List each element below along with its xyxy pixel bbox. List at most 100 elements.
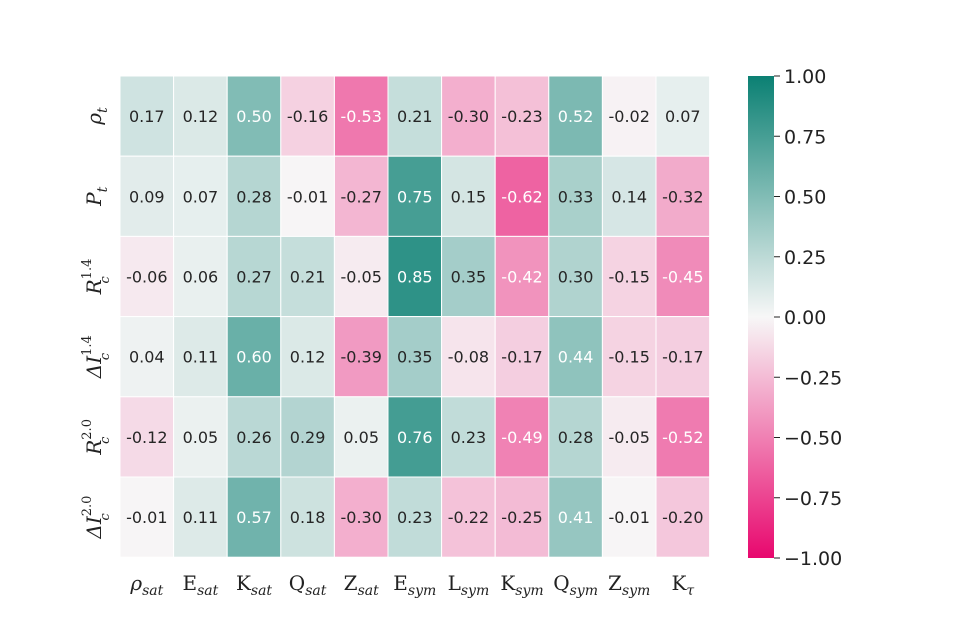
cell-value-label: -0.15 xyxy=(608,348,649,367)
heatmap-cell xyxy=(441,476,496,558)
cell-value-label: 0.14 xyxy=(611,187,647,206)
cell-value-label: 0.11 xyxy=(183,348,219,367)
cell-value-label: -0.25 xyxy=(501,508,542,527)
heatmap-cell xyxy=(173,396,228,478)
cell-value-label: 0.44 xyxy=(558,348,594,367)
row-label: ΔI2.0c xyxy=(80,496,113,540)
heatmap-cell xyxy=(548,316,603,398)
column-label: ρsat xyxy=(129,571,163,599)
heatmap-cell xyxy=(655,316,711,398)
cell-value-label: -0.30 xyxy=(340,508,381,527)
heatmap-cell xyxy=(280,476,335,558)
heatmap-cell xyxy=(387,155,443,237)
heatmap-cell xyxy=(548,235,603,318)
column-labels: ρsat Esat Ksat Qsat Zsat Esym Lsym Ksym Qsym Zsym… xyxy=(129,571,694,599)
heatmap-cell xyxy=(655,396,711,478)
colorbar-tick-label: −0.25 xyxy=(784,367,842,389)
cell-value-label: -0.01 xyxy=(287,187,328,206)
cell-value-label: -0.17 xyxy=(662,348,703,367)
row-labels: ρt Pt R1.4c ΔI1.4c R2.0c ΔI2.0c xyxy=(80,107,113,540)
heatmap-cell xyxy=(494,155,550,237)
colorbar-tick-label: 0.75 xyxy=(784,126,826,148)
heatmap-cell xyxy=(387,75,443,157)
cell-value-label: 0.07 xyxy=(183,187,219,206)
heatmap-cell xyxy=(494,75,550,157)
heatmap-cell xyxy=(441,155,496,237)
svg-text:ΔI2.0c: ΔI2.0c xyxy=(80,496,113,540)
column-label: Zsat xyxy=(344,571,379,599)
column-label: Qsat xyxy=(289,571,327,599)
svg-text:Pt: Pt xyxy=(82,186,111,206)
cell-value-label: -0.30 xyxy=(448,107,489,126)
row-label: ρt xyxy=(82,107,111,126)
cell-value-label: -0.06 xyxy=(126,268,167,287)
heatmap-cell xyxy=(601,155,657,237)
row-label: R2.0c xyxy=(80,419,113,456)
heatmap-cell xyxy=(601,316,657,398)
cell-value-label: 0.06 xyxy=(183,268,219,287)
cell-value-label: -0.62 xyxy=(501,187,542,206)
column-label: Esat xyxy=(183,571,219,599)
column-label: Zsym xyxy=(608,571,650,599)
colorbar-tick-label: 0.50 xyxy=(784,187,826,209)
cell-value-label: 0.41 xyxy=(558,508,594,527)
cell-value-label: -0.05 xyxy=(340,268,381,287)
heatmap-cell xyxy=(387,396,443,478)
heatmap-cell xyxy=(333,235,389,318)
cell-value-label: 0.12 xyxy=(290,348,326,367)
cell-value-label: 0.05 xyxy=(343,428,379,447)
heatmap-cells: 0.17 0.12 0.50 -0.16 -0.53 0.21 -0.30 -0.23 0.52… xyxy=(119,75,711,558)
colorbar-tick-label: −0.75 xyxy=(784,488,842,510)
cell-value-label: 0.11 xyxy=(183,508,219,527)
heatmap-cell xyxy=(119,396,175,478)
cell-value-label: 0.60 xyxy=(236,348,272,367)
heatmap-cell xyxy=(601,396,657,478)
cell-value-label: 0.76 xyxy=(397,428,433,447)
cell-value-label: -0.12 xyxy=(126,428,167,447)
column-label: Kτ xyxy=(671,571,694,599)
heatmap-cell xyxy=(333,155,389,237)
heatmap-cell xyxy=(548,155,603,237)
cell-value-label: -0.01 xyxy=(126,508,167,527)
cell-value-label: -0.16 xyxy=(287,107,328,126)
cell-value-label: 0.15 xyxy=(451,187,487,206)
heatmap-cell xyxy=(655,476,711,558)
cell-value-label: 0.75 xyxy=(397,187,433,206)
cell-value-label: -0.15 xyxy=(608,268,649,287)
heatmap-cell xyxy=(226,235,282,318)
cell-value-label: 0.12 xyxy=(183,107,219,126)
cell-value-label: 0.35 xyxy=(397,348,433,367)
heatmap-cell xyxy=(441,316,496,398)
cell-value-label: 0.04 xyxy=(129,348,165,367)
colorbar-tick-label: 1.00 xyxy=(784,66,826,88)
row-label: Pt xyxy=(82,186,111,206)
cell-value-label: 0.21 xyxy=(290,268,326,287)
cell-value-label: 0.57 xyxy=(236,508,272,527)
heatmap-cell xyxy=(655,155,711,237)
heatmap-cell xyxy=(280,396,335,478)
heatmap-cell xyxy=(226,476,282,558)
cell-value-label: -0.49 xyxy=(501,428,542,447)
heatmap-cell xyxy=(387,235,443,318)
heatmap-cell xyxy=(655,75,711,157)
heatmap-cell xyxy=(119,476,175,558)
cell-value-label: 0.05 xyxy=(183,428,219,447)
heatmap-cell xyxy=(548,396,603,478)
colorbar: 1.00 0.75 0.50 0.25 0.00 −0.25 −0.50 −0.75 −1.00 xyxy=(748,66,842,570)
cell-value-label: 0.26 xyxy=(236,428,272,447)
heatmap-cell xyxy=(548,476,603,558)
cell-value-label: 0.23 xyxy=(451,428,487,447)
svg-text:ρt: ρt xyxy=(82,107,111,126)
heatmap-cell xyxy=(333,476,389,558)
heatmap-cell xyxy=(441,396,496,478)
cell-value-label: 0.28 xyxy=(558,428,594,447)
cell-value-label: 0.30 xyxy=(558,268,594,287)
colorbar-bar xyxy=(748,76,774,558)
colorbar-tick-label: −0.50 xyxy=(784,428,842,450)
cell-value-label: 0.50 xyxy=(236,107,272,126)
heatmap-cell xyxy=(655,235,711,318)
svg-text:R2.0c: R2.0c xyxy=(80,419,113,456)
cell-value-label: 0.52 xyxy=(558,107,594,126)
column-label: Ksym xyxy=(500,571,543,599)
